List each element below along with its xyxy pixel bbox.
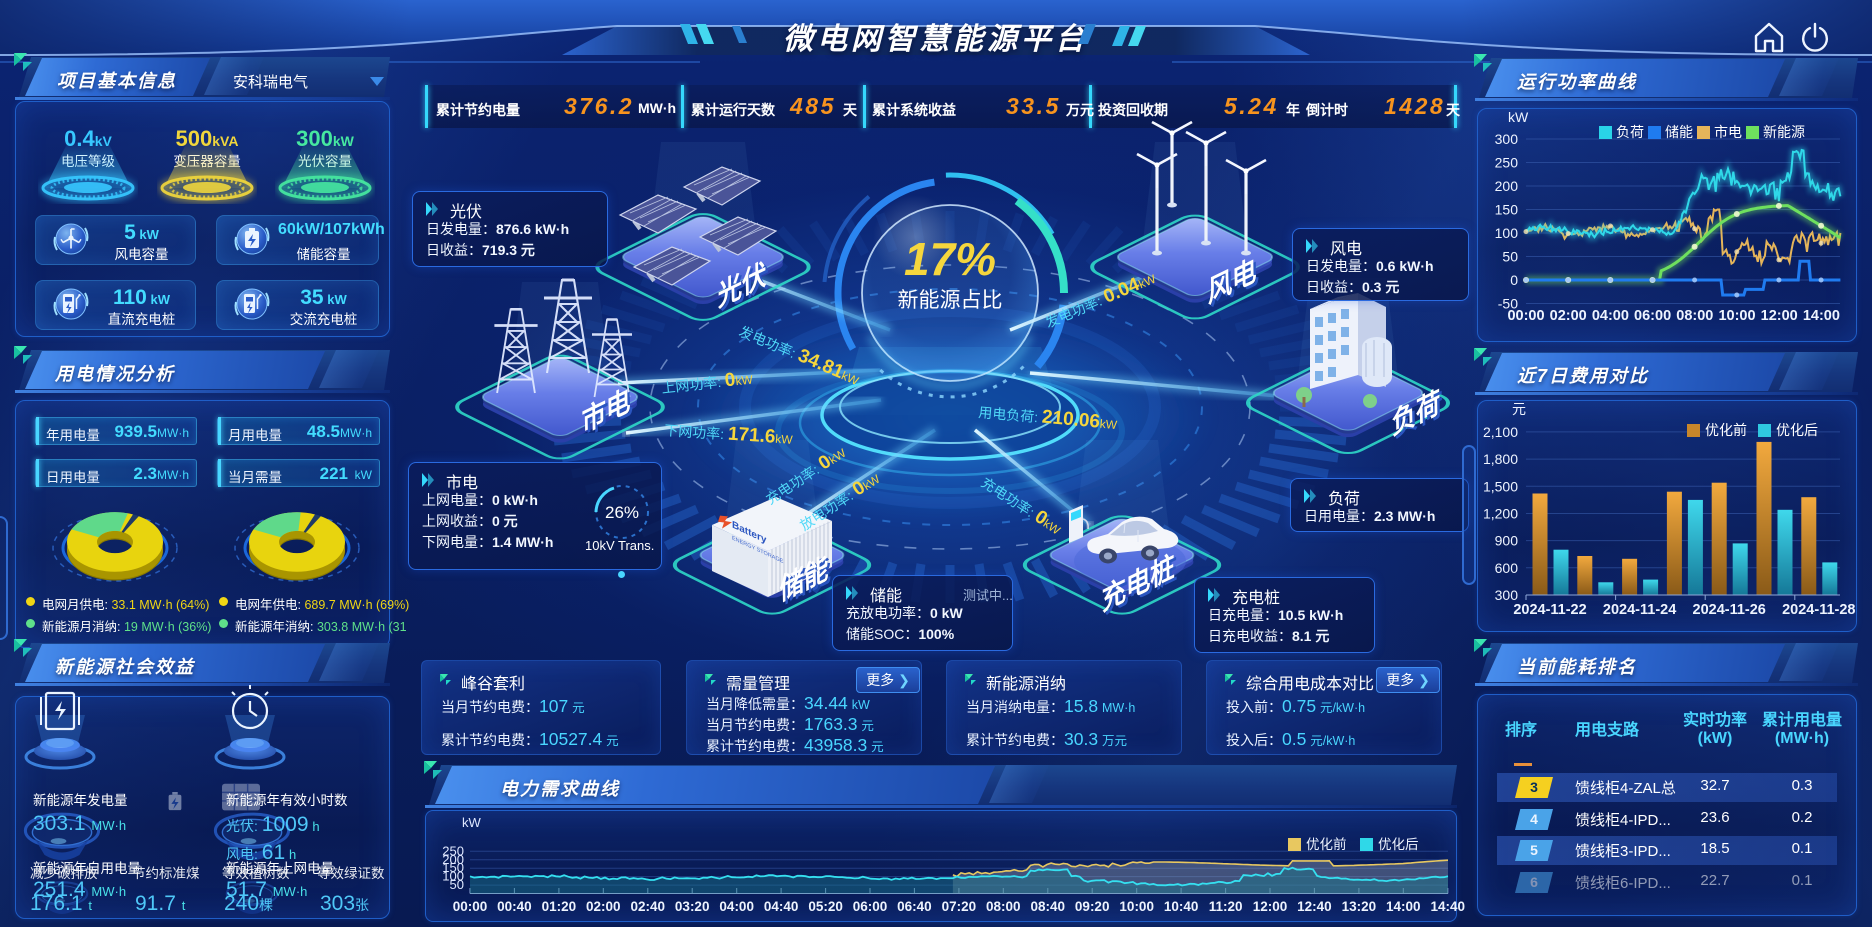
svg-text:1,500: 1,500 xyxy=(1483,478,1518,494)
svg-text:200: 200 xyxy=(442,852,464,867)
svg-text:市电: 市电 xyxy=(1714,124,1742,140)
svg-text:00:00: 00:00 xyxy=(453,899,488,914)
svg-text:17%: 17% xyxy=(904,233,996,285)
svg-text:03:20: 03:20 xyxy=(675,899,710,914)
svg-text:2024-11-24: 2024-11-24 xyxy=(1603,602,1676,618)
svg-text:13:20: 13:20 xyxy=(1342,899,1377,914)
svg-text:02:00: 02:00 xyxy=(1550,308,1587,324)
svg-text:-50: -50 xyxy=(1498,296,1518,312)
svg-text:11:20: 11:20 xyxy=(1209,899,1243,914)
svg-text:100: 100 xyxy=(442,869,464,884)
svg-text:14:00: 14:00 xyxy=(1386,899,1421,914)
svg-text:2,100: 2,100 xyxy=(1483,424,1518,440)
svg-text:2024-11-26: 2024-11-26 xyxy=(1693,602,1766,618)
svg-text:kW: kW xyxy=(462,815,482,830)
svg-text:50: 50 xyxy=(450,877,464,892)
svg-text:储能: 储能 xyxy=(1665,124,1693,140)
svg-text:12:40: 12:40 xyxy=(1297,899,1332,914)
svg-text:10:40: 10:40 xyxy=(1164,899,1199,914)
svg-text:150: 150 xyxy=(1495,202,1519,218)
svg-text:12:00: 12:00 xyxy=(1253,899,1288,914)
svg-text:kW: kW xyxy=(1508,109,1529,125)
svg-text:04:00: 04:00 xyxy=(1592,308,1629,324)
svg-text:新能源: 新能源 xyxy=(1763,124,1805,140)
svg-text:02:00: 02:00 xyxy=(586,899,621,914)
svg-text:优化后: 优化后 xyxy=(1776,422,1818,438)
svg-text:08:00: 08:00 xyxy=(1676,308,1713,324)
svg-text:05:20: 05:20 xyxy=(808,899,843,914)
svg-text:600: 600 xyxy=(1495,560,1519,576)
svg-text:元: 元 xyxy=(1512,401,1526,417)
svg-text:优化前: 优化前 xyxy=(1705,422,1747,438)
svg-text:2024-11-28: 2024-11-28 xyxy=(1782,602,1855,618)
svg-text:新能源占比: 新能源占比 xyxy=(898,289,1003,312)
svg-text:300: 300 xyxy=(1495,587,1519,603)
svg-text:02:40: 02:40 xyxy=(631,899,666,914)
svg-text:负荷: 负荷 xyxy=(1616,124,1644,140)
svg-text:07:20: 07:20 xyxy=(942,899,977,914)
svg-text:150: 150 xyxy=(442,860,464,875)
svg-text:09:20: 09:20 xyxy=(1075,899,1110,914)
svg-text:2024-11-22: 2024-11-22 xyxy=(1513,602,1586,618)
svg-text:50: 50 xyxy=(1502,249,1518,265)
svg-text:1,200: 1,200 xyxy=(1483,506,1518,522)
svg-text:06:00: 06:00 xyxy=(1634,308,1671,324)
svg-text:0: 0 xyxy=(1510,272,1518,288)
svg-text:08:40: 08:40 xyxy=(1031,899,1066,914)
svg-text:100: 100 xyxy=(1495,225,1519,241)
svg-text:01:20: 01:20 xyxy=(542,899,577,914)
svg-text:250: 250 xyxy=(1495,155,1519,171)
svg-text:250: 250 xyxy=(442,843,464,858)
svg-text:900: 900 xyxy=(1495,533,1519,549)
svg-text:00:00: 00:00 xyxy=(1507,308,1544,324)
svg-text:1,800: 1,800 xyxy=(1483,451,1518,467)
svg-text:10:00: 10:00 xyxy=(1718,308,1755,324)
svg-text:优化后: 优化后 xyxy=(1378,837,1419,852)
svg-text:14:40: 14:40 xyxy=(1431,899,1466,914)
svg-text:26%: 26% xyxy=(605,503,639,522)
svg-text:04:40: 04:40 xyxy=(764,899,799,914)
svg-text:12:00: 12:00 xyxy=(1761,308,1798,324)
svg-text:优化前: 优化前 xyxy=(1306,836,1347,852)
svg-text:08:00: 08:00 xyxy=(986,899,1021,914)
svg-text:200: 200 xyxy=(1495,178,1519,194)
svg-text:14:00: 14:00 xyxy=(1803,308,1840,324)
svg-text:00:40: 00:40 xyxy=(497,899,532,914)
svg-text:300: 300 xyxy=(1495,131,1519,147)
svg-text:10:00: 10:00 xyxy=(1119,899,1154,914)
svg-text:06:40: 06:40 xyxy=(897,899,932,914)
svg-text:04:00: 04:00 xyxy=(719,899,754,914)
svg-text:06:00: 06:00 xyxy=(853,899,888,914)
